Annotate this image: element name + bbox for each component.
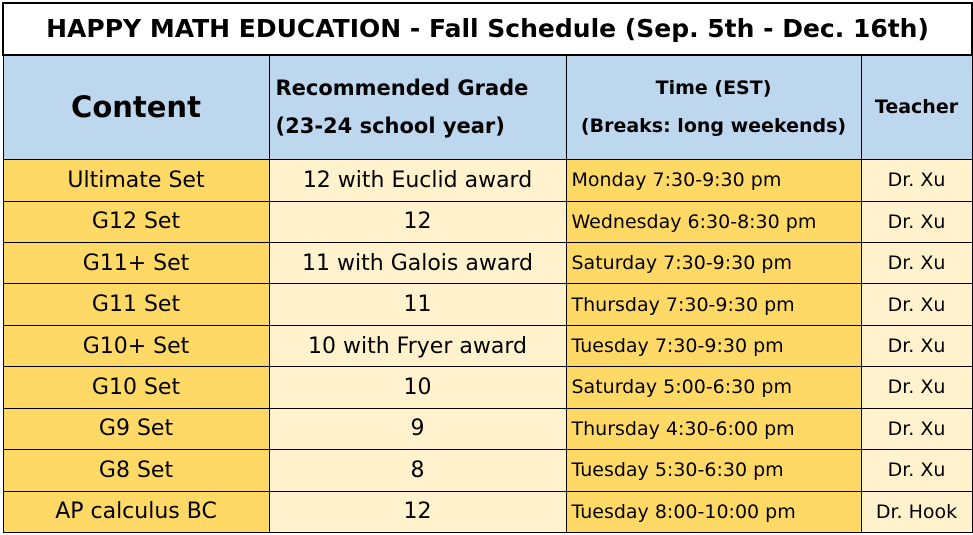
- table-row: G11 Set 11 Thursday 7:30-9:30 pm Dr. Xu: [2, 283, 973, 326]
- cell-content: AP calculus BC: [2, 490, 270, 533]
- header-teacher: Teacher: [860, 54, 973, 161]
- cell-content: G11+ Set: [2, 241, 270, 285]
- cell-time: Tuesday 8:00-10:00 pm: [565, 490, 862, 533]
- schedule-title: HAPPY MATH EDUCATION - Fall Schedule (Se…: [2, 2, 973, 56]
- cell-grade: 11: [268, 283, 567, 326]
- cell-content: G10 Set: [2, 366, 270, 409]
- cell-teacher: Dr. Xu: [860, 283, 973, 326]
- table-row: Ultimate Set 12 with Euclid award Monday…: [2, 159, 973, 202]
- cell-time: Wednesday 6:30-8:30 pm: [565, 200, 862, 243]
- header-grade-line1: Recommended Grade: [275, 76, 529, 101]
- cell-content: G12 Set: [2, 200, 270, 243]
- cell-time: Thursday 7:30-9:30 pm: [565, 283, 862, 326]
- cell-teacher: Dr. Xu: [860, 159, 973, 202]
- cell-content: G10+ Set: [2, 324, 270, 368]
- cell-teacher: Dr. Xu: [860, 407, 973, 451]
- table-row: G8 Set 8 Tuesday 5:30-6:30 pm Dr. Xu: [2, 449, 973, 492]
- cell-grade: 10: [268, 366, 567, 409]
- cell-teacher: Dr. Xu: [860, 366, 973, 409]
- cell-time: Monday 7:30-9:30 pm: [565, 159, 862, 202]
- header-time-line1: Time (EST): [655, 77, 772, 100]
- table-row: G12 Set 12 Wednesday 6:30-8:30 pm Dr. Xu: [2, 200, 973, 243]
- cell-teacher: Dr. Xu: [860, 241, 973, 285]
- table-row: AP calculus BC 12 Tuesday 8:00-10:00 pm …: [2, 490, 973, 533]
- title-row: HAPPY MATH EDUCATION - Fall Schedule (Se…: [2, 2, 973, 56]
- table-row: G9 Set 9 Thursday 4:30-6:00 pm Dr. Xu: [2, 407, 973, 451]
- cell-grade: 12: [268, 490, 567, 533]
- header-time: Time (EST) (Breaks: long weekends): [565, 54, 862, 161]
- cell-teacher: Dr. Xu: [860, 324, 973, 368]
- cell-time: Saturday 5:00-6:30 pm: [565, 366, 862, 409]
- header-grade: Recommended Grade (23-24 school year): [268, 54, 567, 161]
- table-row: G10+ Set 10 with Fryer award Tuesday 7:3…: [2, 324, 973, 368]
- table-row: G10 Set 10 Saturday 5:00-6:30 pm Dr. Xu: [2, 366, 973, 409]
- cell-grade: 10 with Fryer award: [268, 324, 567, 368]
- cell-time: Saturday 7:30-9:30 pm: [565, 241, 862, 285]
- table-row: G11+ Set 11 with Galois award Saturday 7…: [2, 241, 973, 285]
- header-row: Content Recommended Grade (23-24 school …: [2, 54, 973, 161]
- cell-teacher: Dr. Xu: [860, 449, 973, 492]
- cell-grade: 9: [268, 407, 567, 451]
- header-content: Content: [2, 54, 270, 161]
- cell-content: G11 Set: [2, 283, 270, 326]
- cell-teacher: Dr. Hook: [860, 490, 973, 533]
- cell-content: G9 Set: [2, 407, 270, 451]
- schedule-rows: Ultimate Set 12 with Euclid award Monday…: [2, 159, 973, 533]
- header-grade-line2: (23-24 school year): [275, 114, 505, 139]
- cell-grade: 12 with Euclid award: [268, 159, 567, 202]
- cell-content: Ultimate Set: [2, 159, 270, 202]
- cell-time: Thursday 4:30-6:00 pm: [565, 407, 862, 451]
- header-time-line2: (Breaks: long weekends): [580, 115, 847, 138]
- cell-time: Tuesday 7:30-9:30 pm: [565, 324, 862, 368]
- cell-grade: 8: [268, 449, 567, 492]
- cell-content: G8 Set: [2, 449, 270, 492]
- cell-grade: 11 with Galois award: [268, 241, 567, 285]
- cell-grade: 12: [268, 200, 567, 243]
- cell-teacher: Dr. Xu: [860, 200, 973, 243]
- cell-time: Tuesday 5:30-6:30 pm: [565, 449, 862, 492]
